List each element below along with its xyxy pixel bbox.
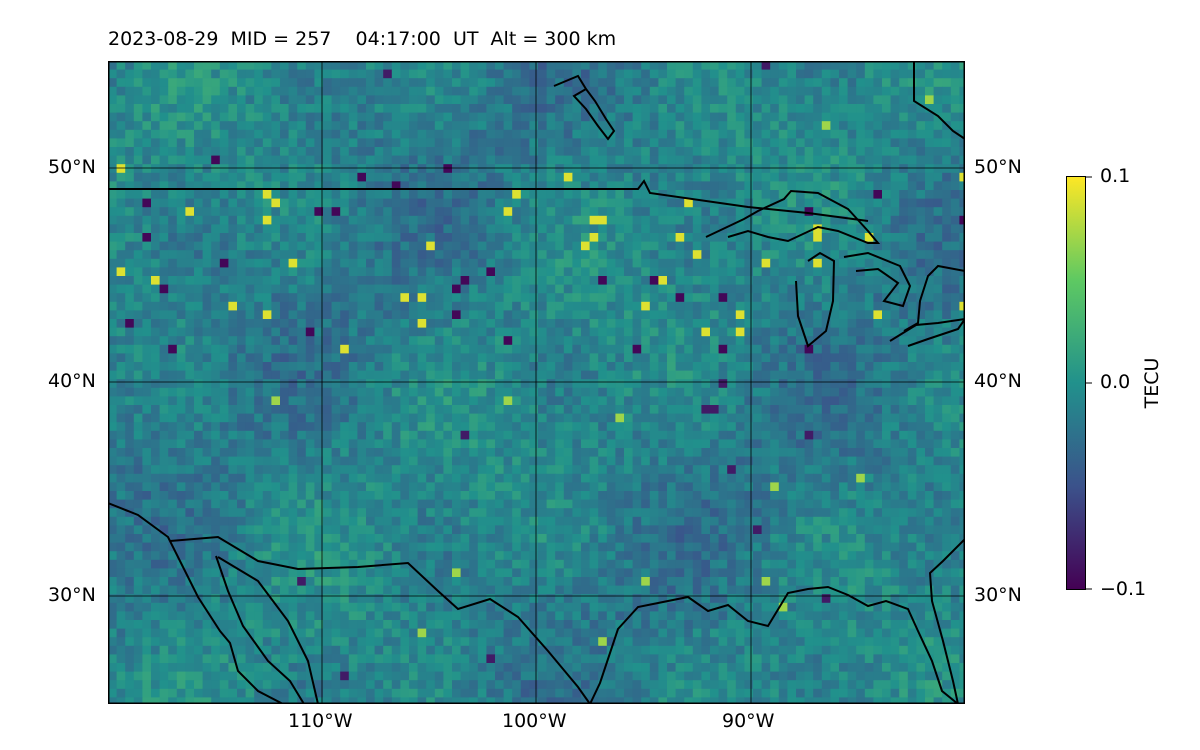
- gulf-coast: [589, 585, 959, 704]
- tec-raster: [108, 61, 965, 704]
- colorbar-title: TECU: [1141, 357, 1163, 409]
- map-border: [108, 61, 965, 704]
- coastlines-and-borders: [108, 61, 965, 704]
- lat-label-40-right: 40°N: [974, 370, 1022, 392]
- colorbar-ticks: [1086, 176, 1092, 590]
- lon-label-90w: 90°W: [722, 710, 775, 732]
- lat-label-30-left: 30°N: [48, 584, 96, 606]
- plot-title: 2023-08-29 MID = 257 04:17:00 UT Alt = 3…: [108, 28, 617, 50]
- lat-label-30-right: 30°N: [974, 584, 1022, 606]
- baja-peninsula: [215, 555, 305, 704]
- lat-label-50-left: 50°N: [48, 156, 96, 178]
- great-lakes-east-shore: [903, 264, 965, 332]
- colorbar-mid-label: 0.0: [1100, 371, 1131, 393]
- lat-label-50-right: 50°N: [974, 156, 1022, 178]
- lake-outline-north: [553, 74, 616, 141]
- colorbar: [1066, 176, 1086, 590]
- pacific-coast: [108, 502, 284, 704]
- lon-label-100w: 100°W: [502, 710, 567, 732]
- us-mexico-border: [169, 535, 591, 704]
- gridlines: [108, 61, 965, 704]
- colorbar-min-label: −0.1: [1100, 578, 1147, 600]
- lake-huron: [843, 251, 912, 308]
- hudson-bay-coast: [913, 61, 965, 140]
- tec-map: [108, 61, 965, 704]
- map-panel[interactable]: [108, 61, 965, 704]
- lon-label-110w: 110°W: [288, 710, 353, 732]
- us-canada-border: [108, 179, 869, 222]
- colorbar-max-label: 0.1: [1100, 165, 1131, 187]
- gulf-of-california: [217, 556, 319, 704]
- lat-label-40-left: 40°N: [48, 370, 96, 392]
- lake-michigan: [795, 251, 836, 348]
- lake-superior: [705, 189, 881, 244]
- atlantic-coast: [928, 538, 965, 704]
